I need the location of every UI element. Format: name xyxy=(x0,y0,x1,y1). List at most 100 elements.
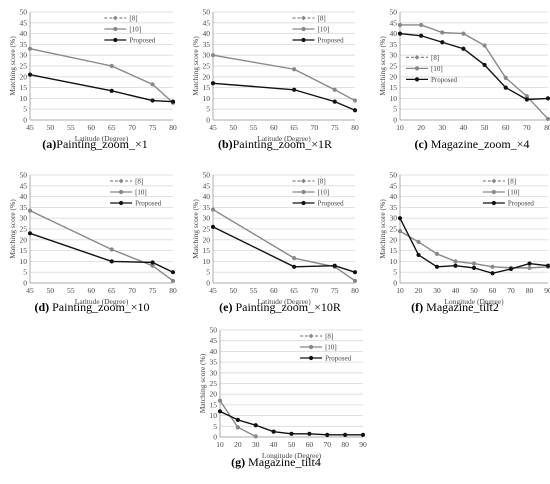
legend-label: Proposed xyxy=(431,76,458,84)
data-point xyxy=(27,208,33,213)
data-point xyxy=(490,271,495,276)
legend-label: Proposed xyxy=(135,200,162,208)
legend-marker xyxy=(112,15,118,21)
data-point xyxy=(461,46,466,51)
legend-label: [10] xyxy=(431,65,443,73)
x-tick-label: 70 xyxy=(507,286,515,295)
data-point xyxy=(434,251,440,256)
data-point xyxy=(150,82,155,87)
panel-caption-text: Painting_zoom_×1 xyxy=(56,137,148,151)
y-tick-label: 0 xyxy=(393,116,397,125)
y-tick-label: 30 xyxy=(20,51,28,60)
data-point xyxy=(419,22,424,28)
panel-caption-label: (b) xyxy=(217,137,233,151)
data-point xyxy=(332,263,337,268)
y-tick-label: 10 xyxy=(203,94,211,103)
y-tick-label: 20 xyxy=(203,72,211,81)
y-tick-label: 50 xyxy=(203,171,211,180)
y-tick-label: 30 xyxy=(203,51,211,60)
x-tick-label: 60 xyxy=(502,123,510,132)
y-tick-label: 40 xyxy=(390,192,398,201)
data-point xyxy=(440,30,445,35)
data-point xyxy=(397,31,403,36)
y-tick-label: 0 xyxy=(213,433,217,442)
y-tick-label: 10 xyxy=(390,94,398,103)
data-point xyxy=(332,99,337,104)
data-point xyxy=(352,270,358,275)
y-tick-label: 15 xyxy=(20,83,28,92)
legend-marker xyxy=(113,26,118,32)
legend-marker xyxy=(414,54,420,60)
data-point xyxy=(490,264,495,269)
panel-caption-label: (d) xyxy=(34,300,50,314)
x-tick-label: 80 xyxy=(351,286,359,295)
series-line xyxy=(212,54,356,102)
y-tick-label: 0 xyxy=(393,279,397,288)
x-tick-label: 60 xyxy=(88,286,96,295)
data-point xyxy=(527,261,532,266)
data-point xyxy=(343,432,348,437)
data-point xyxy=(397,22,403,28)
y-axis-label: Matching score (%) xyxy=(8,36,17,96)
y-tick-label: 30 xyxy=(203,214,211,223)
y-tick-label: 35 xyxy=(390,40,398,49)
data-point xyxy=(482,62,487,68)
y-tick-label: 45 xyxy=(203,18,211,27)
x-tick-label: 55 xyxy=(67,123,75,132)
x-tick-label: 80 xyxy=(526,286,534,295)
y-tick-label: 25 xyxy=(390,225,398,234)
y-tick-label: 50 xyxy=(390,8,398,17)
data-point xyxy=(289,431,294,436)
panel-caption-label: (c) xyxy=(414,137,428,151)
data-point xyxy=(545,263,550,268)
y-tick-label: 5 xyxy=(393,268,397,277)
x-tick-label: 50 xyxy=(481,123,489,132)
y-tick-label: 15 xyxy=(210,400,218,409)
x-tick-label: 20 xyxy=(234,440,242,449)
x-tick-label: 80 xyxy=(341,440,349,449)
data-point xyxy=(170,270,176,275)
y-tick-label: 40 xyxy=(20,192,28,201)
legend-label: [8] xyxy=(318,178,326,186)
data-point xyxy=(545,96,550,101)
x-tick-label: 75 xyxy=(331,286,339,295)
legend-label: [8] xyxy=(135,178,143,186)
y-axis-label: Matching score (%) xyxy=(378,36,387,96)
x-tick-label: 45 xyxy=(209,286,217,295)
x-tick-label: 40 xyxy=(270,440,278,449)
panel-caption-text: Painting_zoom_×10 xyxy=(49,300,150,314)
x-axis-label: Longitude (Degree) xyxy=(444,297,504,306)
x-tick-label: 70 xyxy=(324,440,332,449)
data-point xyxy=(416,252,421,258)
y-tick-label: 30 xyxy=(210,368,218,377)
x-tick-label: 10 xyxy=(216,440,224,449)
y-tick-label: 35 xyxy=(210,358,218,367)
x-tick-label: 70 xyxy=(311,286,319,295)
legend-marker xyxy=(414,66,420,71)
data-point xyxy=(27,231,33,236)
data-point xyxy=(292,87,297,92)
y-tick-label: 45 xyxy=(20,18,28,27)
legend-marker xyxy=(118,200,124,206)
data-point xyxy=(503,75,508,80)
data-point xyxy=(292,67,297,72)
y-axis-label: Matching score (%) xyxy=(8,199,17,259)
data-point xyxy=(471,261,477,266)
y-tick-label: 30 xyxy=(390,51,398,60)
x-tick-label: 60 xyxy=(270,286,278,295)
panel-caption-text: Magazine_zoom_×4 xyxy=(427,137,530,151)
x-tick-label: 60 xyxy=(489,286,497,295)
panel-caption-label: (a) xyxy=(42,137,57,151)
legend-label: [10] xyxy=(508,189,520,197)
y-tick-label: 50 xyxy=(20,8,28,17)
data-point xyxy=(352,108,358,113)
x-tick-label: 50 xyxy=(230,123,238,132)
y-tick-label: 40 xyxy=(20,29,28,38)
legend-marker xyxy=(113,37,118,43)
y-tick-label: 20 xyxy=(20,235,28,244)
y-tick-label: 5 xyxy=(23,268,27,277)
data-point xyxy=(170,278,176,283)
